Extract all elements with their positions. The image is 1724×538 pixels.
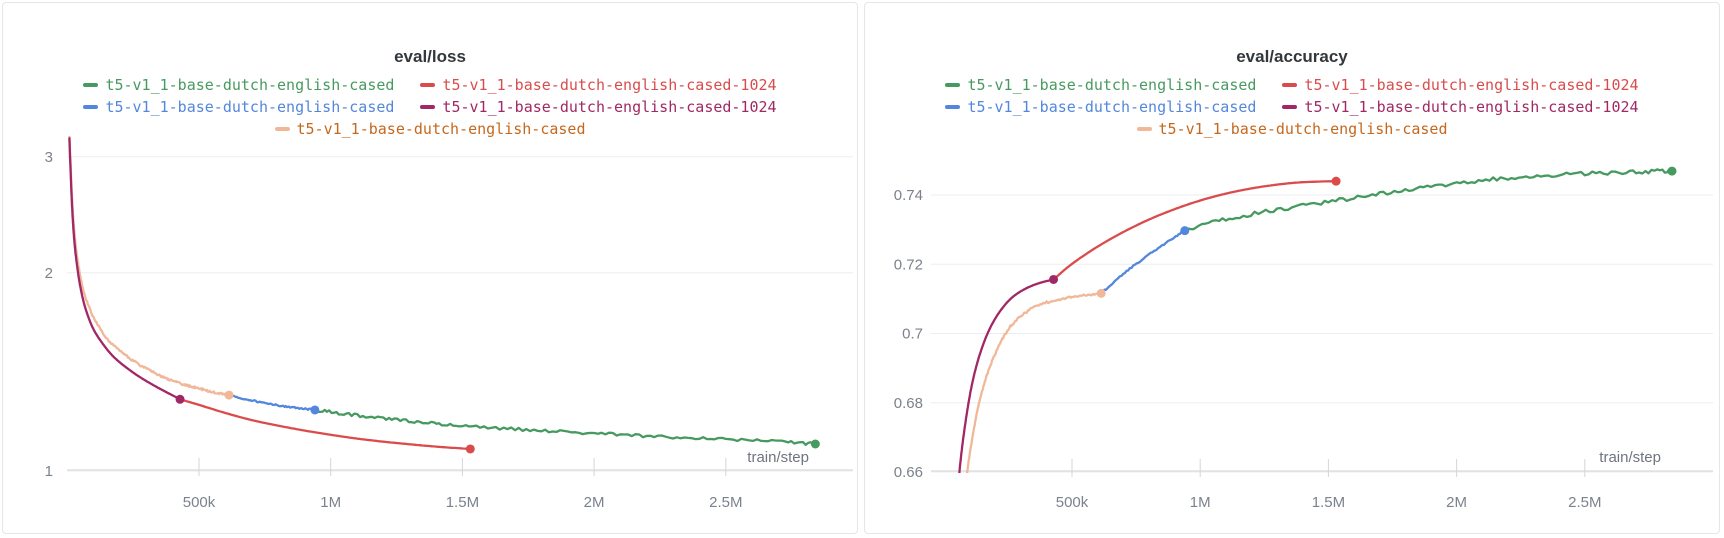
legend-run-name[interactable]: t5-v1_1-base-dutch-english-cased-1024 (1304, 76, 1639, 94)
legend-run-name[interactable]: t5-v1_1-base-dutch-english-cased (105, 76, 395, 94)
series-endpoint-dot-maroon[interactable] (175, 394, 185, 404)
chart-title-eval-accuracy: eval/accuracy (1236, 47, 1348, 66)
legend-item-run[interactable]: t5-v1_1-base-dutch-english-cased (945, 96, 1256, 118)
x-tick-label: 1M (1190, 494, 1211, 511)
legend-row: t5-v1_1-base-dutch-english-cased t5-v1_1-… (865, 74, 1719, 96)
legend-item-run[interactable]: t5-v1_1-base-dutch-english-cased (83, 74, 394, 96)
y-tick-label: 0.66 (894, 464, 923, 481)
series-line-red[interactable] (178, 398, 472, 451)
legend-run-name[interactable]: t5-v1_1-base-dutch-english-cased (105, 98, 395, 116)
series-endpoint-dot-peach[interactable] (224, 390, 234, 400)
x-axis-caption: train/step (1599, 449, 1661, 466)
series-lines (955, 168, 1674, 524)
y-tick-label: 0.68 (894, 395, 923, 412)
legend-line-marker-icon (1136, 127, 1152, 131)
y-tick-label: 0.7 (902, 326, 923, 343)
x-axis-caption: train/step (747, 449, 809, 466)
legend-run-name[interactable]: t5-v1_1-base-dutch-english-cased (967, 76, 1257, 94)
x-axis (931, 459, 1713, 477)
legend-line-marker-icon (274, 127, 290, 131)
series-line-peach[interactable] (962, 292, 1103, 524)
legend-run-name[interactable]: t5-v1_1-base-dutch-english-cased (1158, 120, 1448, 138)
panel-eval-accuracy[interactable]: eval/accuracy t5-v1_1-base-dutch-english… (864, 2, 1720, 534)
legend-item-run[interactable]: t5-v1_1-base-dutch-english-cased (83, 96, 394, 118)
y-tick-label: 1 (45, 463, 53, 480)
chart-title-eval-loss: eval/loss (394, 47, 466, 66)
chart-plot-eval-loss[interactable]: 3 2 1 500k 1M 1.5M 2M 2.5M train/step (3, 3, 857, 533)
series-endpoint-dot-green[interactable] (810, 439, 820, 449)
series-endpoint-dot-maroon[interactable] (1049, 274, 1059, 284)
legend-item-run[interactable]: t5-v1_1-base-dutch-english-cased-1024 (420, 74, 777, 96)
legend-run-name[interactable]: t5-v1_1-base-dutch-english-cased-1024 (1304, 98, 1639, 116)
legend-item-run[interactable]: t5-v1_1-base-dutch-english-cased (274, 118, 586, 140)
x-tick-label: 2.5M (709, 494, 742, 511)
gridlines (931, 194, 1713, 473)
legend-item-run[interactable]: t5-v1_1-base-dutch-english-cased-1024 (1282, 96, 1639, 118)
legend-line-marker-icon (945, 105, 961, 109)
legend-line-marker-icon (1282, 105, 1298, 109)
legend-run-name[interactable]: t5-v1_1-base-dutch-english-cased-1024 (442, 76, 777, 94)
series-endpoint-dot-green[interactable] (1667, 166, 1677, 176)
series-endpoint-dot-peach[interactable] (1096, 288, 1106, 298)
series-line-maroon[interactable] (68, 137, 182, 401)
legend-line-marker-icon (83, 83, 99, 87)
chart-legend: t5-v1_1-base-dutch-english-cased t5-v1_1-… (865, 74, 1719, 140)
legend-line-marker-icon (420, 105, 436, 109)
legend-line-marker-icon (1282, 83, 1298, 87)
series-endpoint-dot-red[interactable] (465, 444, 475, 454)
series-line-green[interactable] (313, 408, 817, 446)
series-line-maroon[interactable] (955, 278, 1055, 524)
panel-eval-loss[interactable]: eval/loss t5-v1_1-base-dutch-english-cas… (2, 2, 858, 534)
legend-item-run[interactable]: t5-v1_1-base-dutch-english-cased-1024 (420, 96, 777, 118)
x-axis (67, 458, 853, 476)
legend-row: t5-v1_1-base-dutch-english-cased t5-v1_1-… (3, 96, 857, 118)
x-tick-label: 2M (1446, 494, 1467, 511)
legend-item-run[interactable]: t5-v1_1-base-dutch-english-cased (945, 74, 1256, 96)
series-endpoint-dots (1049, 166, 1677, 298)
x-tick-label: 2M (584, 494, 605, 511)
axis-labels: 0.74 0.72 0.7 0.68 0.66 500k 1M 1.5M 2M 2.5M train… (894, 187, 1661, 511)
series-line-green[interactable] (1183, 168, 1674, 232)
series-endpoint-dot-blue[interactable] (310, 405, 320, 415)
series-endpoint-dots (175, 390, 820, 454)
legend-item-run[interactable]: t5-v1_1-base-dutch-english-cased (1136, 118, 1448, 140)
series-endpoint-dot-red[interactable] (1331, 176, 1341, 186)
series-lines (68, 134, 817, 451)
series-line-red[interactable] (1052, 179, 1338, 281)
legend-row: t5-v1_1-base-dutch-english-cased t5-v1_1-… (3, 74, 857, 96)
legend-item-run[interactable]: t5-v1_1-base-dutch-english-cased-1024 (1282, 74, 1639, 96)
legend-line-marker-icon (83, 105, 99, 109)
series-line-peach[interactable] (68, 134, 231, 397)
chart-legend: t5-v1_1-base-dutch-english-cased t5-v1_1-… (3, 74, 857, 140)
legend-line-marker-icon (420, 83, 436, 87)
y-tick-label: 0.72 (894, 256, 923, 273)
x-tick-label: 500k (183, 494, 216, 511)
legend-row: t5-v1_1-base-dutch-english-cased t5-v1_1-… (865, 96, 1719, 118)
x-tick-label: 1.5M (446, 494, 479, 511)
axis-labels: 3 2 1 500k 1M 1.5M 2M 2.5M train/step (45, 149, 809, 511)
legend-row: t5-v1_1-base-dutch-english-cased (865, 118, 1719, 140)
y-tick-label: 3 (45, 149, 53, 166)
legend-run-name[interactable]: t5-v1_1-base-dutch-english-cased-1024 (442, 98, 777, 116)
x-tick-label: 1.5M (1312, 494, 1345, 511)
legend-row: t5-v1_1-base-dutch-english-cased (3, 118, 857, 140)
chart-plot-eval-accuracy[interactable]: 0.74 0.72 0.7 0.68 0.66 500k 1M 1.5M 2M 2.5M train… (865, 3, 1719, 533)
legend-run-name[interactable]: t5-v1_1-base-dutch-english-cased (967, 98, 1257, 116)
y-tick-label: 0.74 (894, 187, 923, 204)
series-line-blue[interactable] (227, 393, 317, 412)
legend-run-name[interactable]: t5-v1_1-base-dutch-english-cased (296, 120, 586, 138)
gridlines (67, 156, 853, 472)
x-tick-label: 500k (1056, 494, 1089, 511)
y-tick-label: 2 (45, 265, 53, 282)
x-tick-label: 2.5M (1568, 494, 1601, 511)
x-tick-label: 1M (320, 494, 341, 511)
series-line-blue[interactable] (1100, 229, 1186, 295)
legend-line-marker-icon (945, 83, 961, 87)
series-endpoint-dot-blue[interactable] (1180, 226, 1190, 236)
